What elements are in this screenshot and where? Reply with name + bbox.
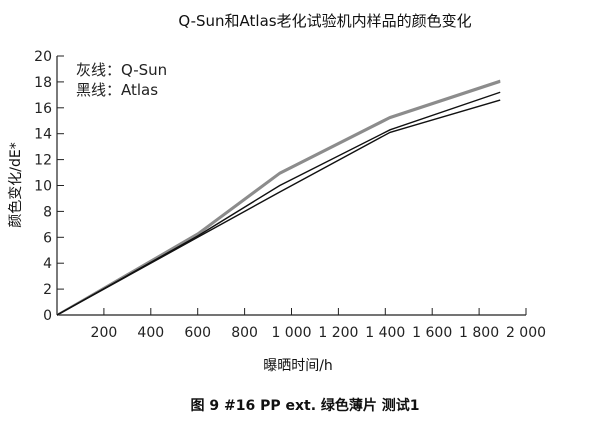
series-line-q-sun-1 (56, 79, 501, 316)
y-tick-label: 4 (43, 256, 52, 272)
y-tick-label: 12 (34, 153, 52, 169)
y-tick-label: 2 (43, 282, 52, 298)
x-tick-label: 2 000 (506, 325, 546, 341)
x-tick-label: 1 200 (318, 325, 358, 341)
y-axis-label: 颜色变化/dE* (7, 142, 24, 227)
x-axis-label: 曝晒时间/h (263, 358, 333, 374)
figure-caption: 图 9 #16 PP ext. 绿色薄片 测试1 (191, 397, 420, 414)
y-tick-label: 20 (34, 49, 52, 65)
y-tick-label: 14 (34, 127, 52, 143)
x-tick-label: 400 (137, 325, 164, 341)
y-tick-label: 8 (43, 204, 52, 220)
series-line-atlas-1 (56, 91, 501, 316)
x-tick-label: 800 (231, 325, 258, 341)
y-tick-label: 10 (34, 179, 52, 195)
x-tick-label: 600 (184, 325, 211, 341)
series-line-atlas-2 (56, 99, 501, 316)
x-tick-label: 1 800 (459, 325, 499, 341)
y-tick-label: 18 (34, 75, 52, 91)
x-tick-label: 1 000 (271, 325, 311, 341)
y-tick-label: 0 (43, 308, 52, 324)
y-tick-label: 6 (43, 230, 52, 246)
chart-title: Q-Sun和Atlas老化试验机内样品的颜色变化 (178, 12, 471, 30)
series-line-q-sun-2 (56, 80, 501, 316)
x-tick-label: 1 400 (365, 325, 405, 341)
legend-entry-atlas: 黑线：Atlas (76, 81, 158, 99)
legend-entry-qsun: 灰线：Q-Sun (76, 61, 167, 79)
x-tick-label: 200 (91, 325, 118, 341)
x-tick-label: 1 600 (412, 325, 452, 341)
y-tick-label: 16 (34, 101, 52, 117)
